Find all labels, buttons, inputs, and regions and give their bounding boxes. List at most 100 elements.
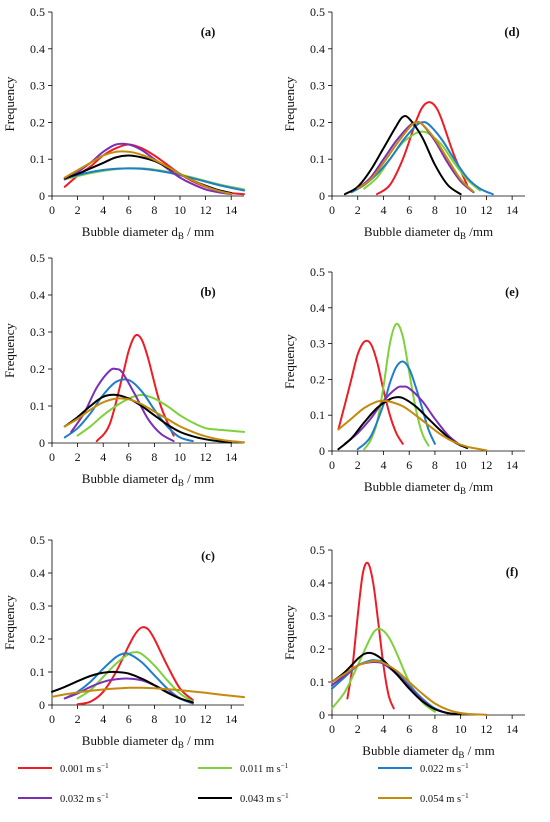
y-tick-label: 0.1 xyxy=(310,408,325,422)
series-line-s1 xyxy=(376,101,469,196)
series-line-s3 xyxy=(63,167,245,192)
x-tick-label: 8 xyxy=(151,450,157,464)
y-tick-label: 0.5 xyxy=(310,265,325,279)
y-axis-title: Frequency xyxy=(282,334,297,389)
panel-c: 0 0.1 0.2 0.3 0.4 0.5 0 2 4 6 8 10 12 14 Frequency Bubb… xyxy=(2,533,245,750)
x-tick-label: 4 xyxy=(380,203,386,217)
panel-label: (e) xyxy=(505,285,519,299)
panel-label: (f) xyxy=(506,565,519,579)
x-axis-title: Bubble diameter dB /mm xyxy=(364,224,493,241)
x-tick-label: 10 xyxy=(174,450,186,464)
series-line-s6 xyxy=(63,150,233,195)
y-tick-label: 0.4 xyxy=(30,566,45,580)
x-tick-label: 6 xyxy=(126,203,132,217)
x-tick-label: 10 xyxy=(174,712,186,726)
y-tick-label: 0 xyxy=(319,189,325,203)
x-tick-label: 6 xyxy=(126,712,132,726)
series-line-s2 xyxy=(76,651,194,703)
y-tick-label: 0.3 xyxy=(310,337,325,351)
y-tick-label: 0.1 xyxy=(30,399,45,413)
x-tick-label: 0 xyxy=(49,203,55,217)
series-line-s5 xyxy=(63,393,233,444)
panel-label: (c) xyxy=(201,549,215,563)
y-axis-title: Frequency xyxy=(282,605,297,660)
series-line-s6 xyxy=(337,399,488,452)
x-tick-label: 0 xyxy=(329,722,335,736)
y-axis-title: Frequency xyxy=(2,595,17,650)
panel-b: 0 0.1 0.2 0.3 0.4 0.5 0 2 4 6 8 10 12 14 Frequency Bubb… xyxy=(2,251,245,488)
y-tick-label: 0.2 xyxy=(310,642,325,656)
x-tick-label: 0 xyxy=(49,450,55,464)
y-tick-label: 0.5 xyxy=(30,5,45,19)
legend-label: 0.011 m s−1 xyxy=(240,762,289,775)
x-tick-label: 14 xyxy=(506,722,518,736)
x-tick-label: 4 xyxy=(380,722,386,736)
legend-label: 0.043 m s−1 xyxy=(240,792,289,805)
x-tick-label: 14 xyxy=(506,458,518,472)
y-tick-label: 0.4 xyxy=(30,42,45,56)
panel-label: (d) xyxy=(504,25,519,39)
x-tick-label: 0 xyxy=(329,203,335,217)
series-line-s5 xyxy=(51,670,194,704)
series-line-s3 xyxy=(350,121,494,196)
panel-d: 0 0.1 0.2 0.3 0.4 0.5 0 2 4 6 8 10 12 14 Frequency Bubb… xyxy=(282,5,525,241)
x-tick-label: 6 xyxy=(406,203,412,217)
legend-label: 0.032 m s−1 xyxy=(60,792,109,805)
y-tick-label: 0.5 xyxy=(30,251,45,265)
x-tick-label: 4 xyxy=(100,712,106,726)
x-tick-label: 8 xyxy=(151,712,157,726)
x-tick-label: 10 xyxy=(174,203,186,217)
x-tick-label: 6 xyxy=(406,722,412,736)
series-line-s6 xyxy=(63,397,245,444)
x-tick-label: 4 xyxy=(100,450,106,464)
y-tick-label: 0 xyxy=(39,698,45,712)
legend: 0.001 m s−1 0.011 m s−1 0.022 m s−1 0.032 m… xyxy=(18,762,469,805)
series-line-s5 xyxy=(331,651,462,716)
series-line-s6 xyxy=(356,120,475,193)
x-tick-label: 8 xyxy=(432,722,438,736)
y-tick-label: 0.2 xyxy=(30,362,45,376)
series-line-s1 xyxy=(95,333,175,443)
series-line-s5 xyxy=(343,115,462,196)
y-tick-label: 0 xyxy=(39,189,45,203)
series-line-s6 xyxy=(331,660,488,716)
y-tick-label: 0.1 xyxy=(310,675,325,689)
x-tick-label: 12 xyxy=(200,712,212,726)
x-tick-label: 12 xyxy=(480,722,492,736)
x-tick-label: 0 xyxy=(329,458,335,472)
x-tick-label: 10 xyxy=(455,203,467,217)
y-tick-label: 0.3 xyxy=(310,609,325,623)
legend-item-s1: 0.001 m s−1 xyxy=(18,762,109,775)
legend-item-s3: 0.022 m s−1 xyxy=(378,762,469,775)
x-tick-label: 6 xyxy=(126,450,132,464)
panel-f: 0 0.1 0.2 0.3 0.4 0.5 0 2 4 6 8 10 12 14 Frequency Bubb… xyxy=(282,543,525,760)
legend-item-s6: 0.054 m s−1 xyxy=(378,792,469,805)
series-line-s1 xyxy=(76,626,194,706)
x-axis-title: Bubble diameter dB / mm xyxy=(362,743,494,760)
x-tick-label: 2 xyxy=(75,450,81,464)
y-tick-label: 0.2 xyxy=(310,115,325,129)
x-tick-label: 2 xyxy=(75,712,81,726)
x-tick-label: 10 xyxy=(455,458,467,472)
y-tick-label: 0.2 xyxy=(30,632,45,646)
x-axis-title: Bubble diameter dB /mm xyxy=(364,479,493,496)
y-tick-label: 0.3 xyxy=(30,325,45,339)
x-axis-title: Bubble diameter dB / mm xyxy=(82,733,214,750)
x-tick-label: 14 xyxy=(225,203,237,217)
y-tick-label: 0 xyxy=(39,436,45,450)
y-tick-label: 0.1 xyxy=(30,665,45,679)
y-axis-title: Frequency xyxy=(2,76,17,131)
x-tick-label: 12 xyxy=(200,203,212,217)
x-tick-label: 2 xyxy=(355,458,361,472)
panel-label: (a) xyxy=(201,25,216,39)
x-tick-label: 0 xyxy=(49,712,55,726)
x-tick-label: 14 xyxy=(225,450,237,464)
y-tick-label: 0 xyxy=(319,444,325,458)
x-tick-label: 4 xyxy=(100,203,106,217)
y-tick-label: 0.2 xyxy=(310,372,325,386)
y-tick-label: 0.3 xyxy=(30,599,45,613)
y-tick-label: 0.5 xyxy=(310,543,325,557)
x-tick-label: 14 xyxy=(225,712,237,726)
y-tick-label: 0.1 xyxy=(310,152,325,166)
